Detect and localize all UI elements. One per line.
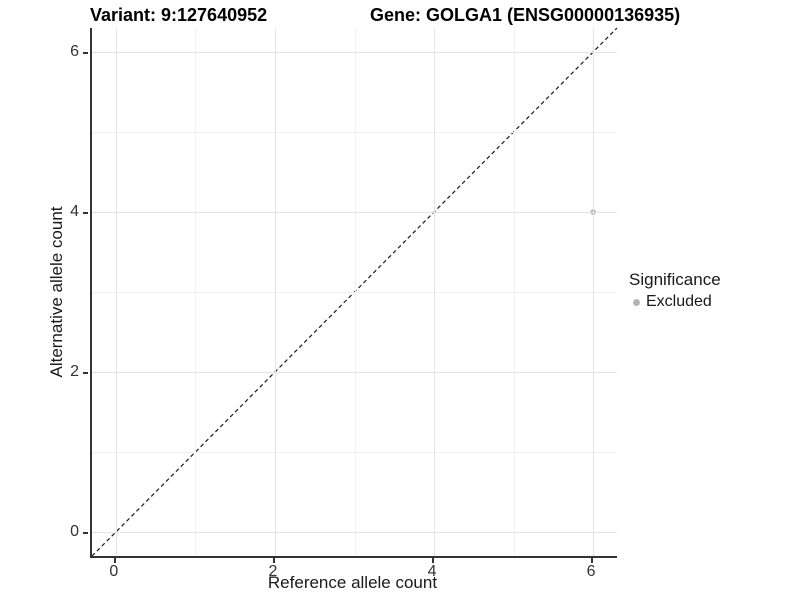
y-tick-mark — [83, 532, 88, 534]
x-major-gridline — [434, 28, 436, 556]
y-major-gridline — [92, 52, 617, 53]
legend-item-label: Excluded — [646, 293, 712, 310]
x-major-gridline — [593, 28, 595, 556]
y-tick-label: 2 — [70, 363, 79, 380]
y-tick-mark — [83, 212, 88, 214]
y-minor-gridline — [92, 452, 617, 453]
x-tick-mark — [272, 558, 275, 563]
y-tick-label: 6 — [70, 43, 79, 60]
x-major-gridline — [115, 28, 117, 556]
plot-title-gene: Gene: GOLGA1 (ENSG00000136935) — [370, 5, 681, 25]
x-tick-label: 6 — [586, 563, 596, 580]
plot-title-variant: Variant: 9:127640952 — [90, 5, 268, 25]
y-major-gridline — [92, 212, 617, 213]
legend-items: Excluded — [629, 293, 721, 311]
plot-panel — [90, 27, 618, 558]
x-tick-mark — [432, 558, 435, 563]
x-tick-label: 0 — [109, 563, 119, 580]
x-tick-label: 4 — [427, 563, 437, 580]
y-minor-gridline — [92, 132, 617, 133]
y-tick-mark — [83, 372, 88, 374]
legend-item: Excluded — [629, 293, 721, 311]
y-tick-label: 4 — [70, 203, 79, 220]
y-tick-label: 0 — [70, 523, 79, 540]
x-tick-label: 2 — [268, 563, 278, 580]
legend: Significance Excluded — [629, 270, 721, 311]
y-major-gridline — [92, 372, 617, 373]
x-tick-mark — [113, 558, 116, 563]
y-major-gridline — [92, 532, 617, 533]
legend-key-dot — [633, 298, 640, 306]
y-tick-mark — [83, 52, 88, 54]
x-major-gridline — [274, 28, 276, 556]
legend-title: Significance — [629, 270, 721, 289]
x-axis-title: Reference allele count — [267, 573, 438, 592]
y-axis-title: Alternative allele count — [47, 206, 66, 378]
y-minor-gridline — [92, 292, 617, 293]
x-tick-mark — [591, 558, 594, 563]
